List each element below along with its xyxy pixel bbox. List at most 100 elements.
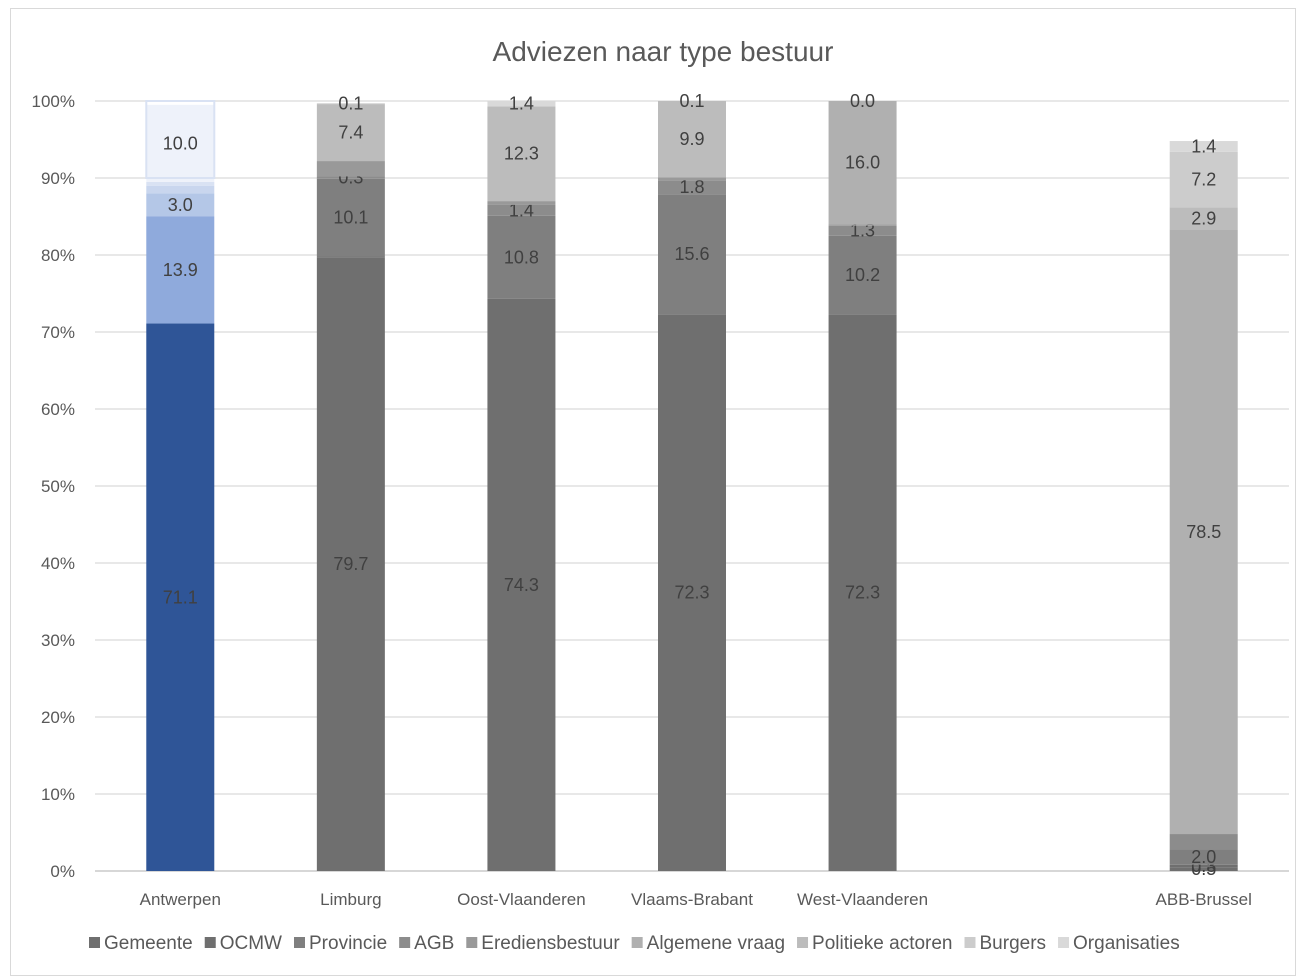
legend-label: Burgers <box>980 933 1047 954</box>
data-label: 72.3 <box>674 583 709 603</box>
bar-segment <box>1169 864 1238 868</box>
y-tick-label: 100% <box>32 92 75 111</box>
bar-segment <box>828 224 897 226</box>
bar-segment <box>658 180 726 195</box>
stacked-bar-chart: Adviezen naar type bestuur 0% 10% 20% 30% 40… <box>32 36 1289 954</box>
y-tick-label: 20% <box>41 708 75 727</box>
legend-swatch <box>294 937 305 948</box>
legend-swatch <box>399 937 411 948</box>
y-tick-label: 40% <box>41 554 75 573</box>
data-label: 12.3 <box>504 144 539 164</box>
legend-label: Erediensbestuur <box>481 933 620 954</box>
bar-segment <box>487 298 556 871</box>
data-label: 7.4 <box>338 123 363 143</box>
bar-segment <box>658 101 726 178</box>
data-label: 13.9 <box>163 260 198 280</box>
data-label: 74.3 <box>504 575 539 595</box>
data-label: 7.2 <box>1191 170 1216 190</box>
x-axis-labels: Antwerpen Limburg Oost-Vlaanderen Vlaams-Br… <box>140 890 1252 909</box>
bar-segment <box>487 204 556 216</box>
bars: 71.113.93.010.079.710.10.37.40.174.310.8… <box>145 91 1238 879</box>
bar-segment <box>1169 834 1238 850</box>
bar-segment <box>316 257 385 871</box>
y-axis-ticks: 0% 10% 20% 30% 40% 50% 60% 70% 80% 90% 100% <box>32 92 75 881</box>
y-tick-label: 30% <box>41 631 75 650</box>
legend-swatch <box>631 937 643 948</box>
bar-segment <box>146 104 215 182</box>
bar-segment <box>487 106 556 202</box>
data-label: 3.0 <box>168 195 193 215</box>
legend-label: Gemeente <box>104 933 193 954</box>
data-label: 2.0 <box>1191 847 1216 867</box>
bar-segment <box>1169 229 1238 835</box>
legend-label: Organisaties <box>1073 933 1180 954</box>
data-label: 10.2 <box>845 265 880 285</box>
data-label: 0.1 <box>338 94 363 114</box>
x-tick-label: Antwerpen <box>140 890 221 909</box>
y-tick-label: 70% <box>41 323 75 342</box>
x-tick-label: Vlaams-Brabant <box>631 890 753 909</box>
bar-segment <box>658 194 726 315</box>
bar-segment <box>316 161 385 177</box>
data-label: 72.3 <box>845 583 880 603</box>
legend-swatch <box>466 937 478 948</box>
bar-segment <box>658 177 726 181</box>
data-label: 10.1 <box>333 208 368 228</box>
bar-segment <box>828 314 897 871</box>
y-tick-label: 80% <box>41 246 75 265</box>
data-label: 1.8 <box>679 177 704 197</box>
data-label: 79.7 <box>333 554 368 574</box>
x-tick-label: ABB-Brussel <box>1156 890 1252 909</box>
data-label: 1.4 <box>509 94 534 114</box>
chart-container: Adviezen naar type bestuur 0% 10% 20% 30% 40… <box>10 8 1296 976</box>
bar-segment <box>658 314 726 871</box>
bar-segment <box>316 256 385 258</box>
y-tick-label: 90% <box>41 169 75 188</box>
data-label: 71.1 <box>163 587 198 607</box>
bar-segment <box>487 101 556 107</box>
x-tick-label: Oost-Vlaanderen <box>457 890 586 909</box>
legend-swatch <box>797 937 809 948</box>
data-label: 10.8 <box>504 247 539 267</box>
bar-segment <box>316 104 385 162</box>
chart-title: Adviezen naar type bestuur <box>493 36 834 67</box>
y-tick-label: 10% <box>41 785 75 804</box>
bar-segment <box>316 103 385 105</box>
data-label: 2.9 <box>1191 208 1216 228</box>
bar-segment <box>1169 867 1238 871</box>
bar-segment <box>146 181 215 186</box>
bar-segment <box>487 201 556 205</box>
data-label: 0.0 <box>850 91 875 111</box>
bar-segment <box>146 216 215 324</box>
bar-segment <box>146 323 215 871</box>
legend-label: Algemene vraag <box>647 933 785 954</box>
data-label: 1.4 <box>509 200 534 220</box>
data-label: 0.1 <box>679 91 704 111</box>
x-tick-label: West-Vlaanderen <box>797 890 928 909</box>
bar-segment <box>1169 151 1238 208</box>
bar-segment <box>1169 141 1238 152</box>
legend-label: Provincie <box>309 933 387 954</box>
bar-segment <box>828 235 897 315</box>
legend-swatch <box>964 937 976 948</box>
legend-swatch <box>204 937 216 948</box>
data-label: 15.6 <box>674 244 709 264</box>
bar-segment <box>487 215 556 299</box>
legend-swatch <box>1058 937 1070 948</box>
data-label: 78.5 <box>1186 522 1221 542</box>
data-label: 1.3 <box>850 221 875 241</box>
bar-segment <box>828 101 897 225</box>
legend-swatch <box>89 937 100 948</box>
bar-segment <box>316 176 385 179</box>
bar-segment <box>1169 849 1238 865</box>
bar-segment-outline <box>145 100 216 179</box>
data-label: 16.0 <box>845 153 880 173</box>
legend-label: AGB <box>414 933 454 954</box>
bar-segment <box>1169 207 1238 230</box>
y-tick-label: 50% <box>41 477 75 496</box>
bar-segment <box>146 193 215 217</box>
bar-segment <box>146 185 215 194</box>
legend-label: Politieke actoren <box>812 933 952 954</box>
bar-segment <box>828 225 897 236</box>
x-tick-label: Limburg <box>320 890 381 909</box>
